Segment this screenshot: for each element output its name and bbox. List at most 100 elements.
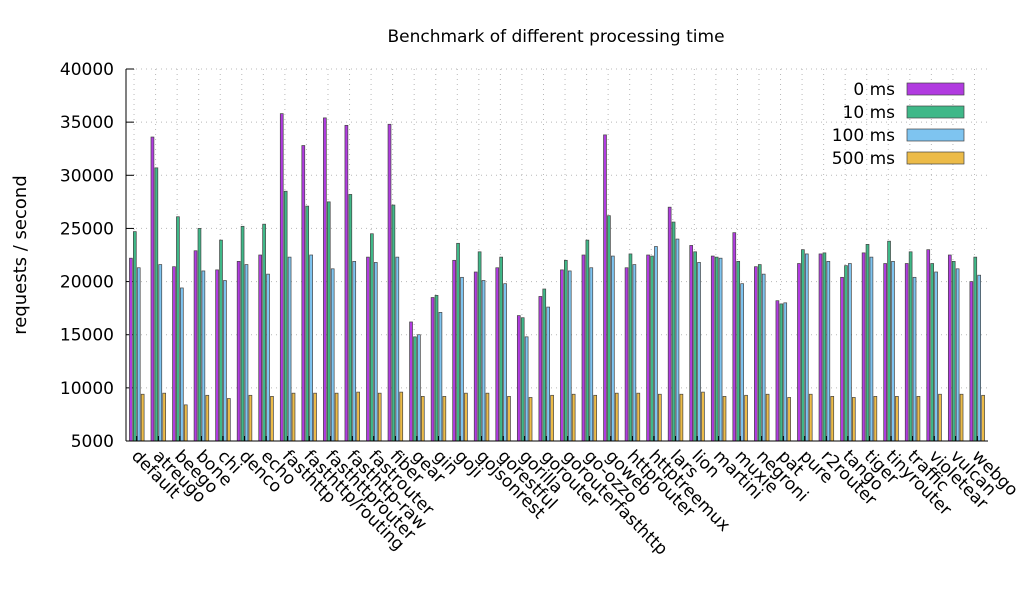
- bar-0-6: [258, 254, 263, 442]
- bar-1-38: [951, 261, 956, 442]
- bar-0-1: [150, 136, 155, 442]
- legend-swatch: [906, 128, 965, 142]
- bar-1-26: [693, 251, 697, 442]
- bar-0-30: [775, 300, 780, 442]
- bar-3-28: [744, 394, 748, 442]
- bar-2-33: [848, 263, 852, 442]
- legend-label: 0 ms: [853, 80, 895, 100]
- bar-3-29: [765, 393, 770, 442]
- bar-1-23: [628, 253, 633, 442]
- bar-3-1: [162, 392, 167, 442]
- bar-0-14: [430, 297, 435, 442]
- bar-2-9: [330, 268, 335, 442]
- bar-1-33: [844, 265, 848, 442]
- bar-0-22: [603, 134, 607, 442]
- bar-3-24: [658, 393, 662, 442]
- bar-0-13: [409, 321, 413, 442]
- bar-1-3: [197, 228, 202, 442]
- bar-0-0: [129, 257, 133, 442]
- bar-0-24: [646, 254, 650, 442]
- bars: [129, 113, 985, 442]
- bar-3-20: [571, 393, 576, 442]
- bar-3-3: [205, 394, 210, 442]
- y-tick-label: 25000: [60, 219, 114, 239]
- bar-2-28: [740, 283, 744, 442]
- bar-0-3: [193, 250, 198, 442]
- bar-3-7: [291, 392, 296, 442]
- bar-2-8: [309, 254, 313, 442]
- bar-1-7: [283, 190, 288, 442]
- bar-3-37: [938, 393, 942, 442]
- bar-2-3: [201, 270, 206, 442]
- bar-1-11: [370, 233, 374, 442]
- bar-3-21: [593, 394, 598, 442]
- bar-0-38: [947, 254, 952, 442]
- bar-0-5: [236, 261, 241, 442]
- bar-1-4: [219, 239, 223, 442]
- bar-1-1: [154, 167, 159, 442]
- bar-2-34: [869, 256, 874, 442]
- bar-0-19: [538, 296, 543, 442]
- bar-2-16: [481, 280, 486, 442]
- bar-1-13: [413, 336, 417, 442]
- bar-3-17: [507, 396, 511, 442]
- bar-2-4: [223, 280, 227, 442]
- bar-3-8: [313, 392, 317, 442]
- bar-2-1: [158, 264, 163, 442]
- bar-0-20: [560, 269, 564, 442]
- chart-title: Benchmark of different processing time: [387, 27, 724, 47]
- bar-0-18: [516, 315, 521, 442]
- bar-0-33: [840, 276, 844, 442]
- bar-3-11: [377, 392, 382, 442]
- bar-0-29: [754, 266, 758, 442]
- bar-1-27: [714, 256, 719, 442]
- bar-2-24: [654, 246, 658, 442]
- bar-3-35: [895, 396, 899, 442]
- bar-2-21: [589, 267, 594, 442]
- bar-3-9: [334, 392, 339, 442]
- bar-2-17: [503, 283, 507, 442]
- bar-2-31: [804, 253, 809, 442]
- bar-3-23: [636, 392, 641, 442]
- bar-0-26: [689, 245, 694, 442]
- bar-2-37: [934, 271, 938, 442]
- bar-3-36: [916, 396, 921, 442]
- bar-0-8: [301, 145, 306, 442]
- bar-2-19: [546, 306, 550, 442]
- bar-2-15: [460, 276, 464, 442]
- bar-2-11: [373, 262, 378, 442]
- bar-1-30: [779, 303, 784, 442]
- y-axis: 5000 10000 15000 20000 25000 30000 35000 40000: [60, 60, 134, 452]
- bar-3-4: [227, 398, 231, 442]
- bar-2-20: [567, 270, 572, 442]
- axes-frame: [125, 69, 988, 442]
- bar-3-31: [808, 393, 813, 442]
- bar-0-16: [473, 271, 478, 442]
- bar-2-38: [955, 268, 960, 442]
- bar-2-32: [826, 261, 831, 442]
- bar-1-15: [456, 242, 460, 442]
- bar-2-22: [611, 255, 615, 442]
- bar-0-10: [344, 124, 349, 442]
- bar-2-30: [783, 302, 788, 442]
- bar-3-6: [270, 396, 274, 442]
- bar-3-15: [464, 392, 468, 442]
- bar-1-2: [176, 216, 180, 442]
- legend-label: 500 ms: [832, 149, 895, 169]
- bar-1-25: [671, 221, 676, 442]
- bar-0-39: [969, 281, 974, 442]
- bar-3-32: [830, 396, 835, 442]
- bar-2-10: [352, 261, 357, 442]
- bar-1-37: [930, 263, 934, 442]
- y-tick-label: 35000: [60, 113, 114, 133]
- y-tick-label: 10000: [60, 379, 114, 399]
- bar-0-37: [926, 249, 931, 442]
- bar-0-28: [732, 232, 737, 442]
- bar-2-5: [244, 264, 249, 442]
- bar-0-2: [172, 266, 176, 442]
- legend: 0 ms 10 ms 100 ms 500 ms: [832, 80, 965, 169]
- y-tick-label: 40000: [60, 60, 114, 80]
- legend-label: 100 ms: [832, 126, 895, 146]
- bar-1-5: [240, 225, 245, 442]
